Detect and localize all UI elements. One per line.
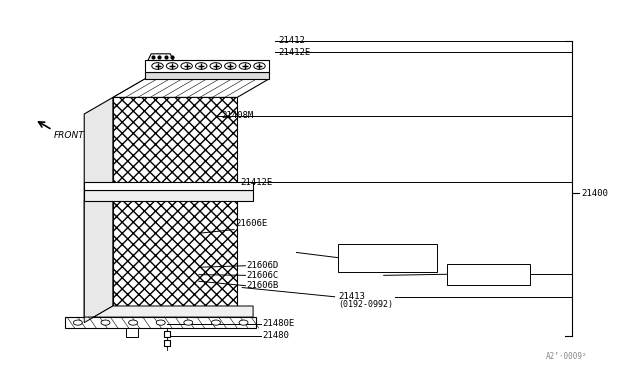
Text: 21606K: 21606K xyxy=(343,247,375,256)
Circle shape xyxy=(166,62,178,69)
Text: 21480: 21480 xyxy=(262,331,289,340)
Circle shape xyxy=(152,62,163,69)
Text: (0192-0992): (0192-0992) xyxy=(343,260,398,269)
Circle shape xyxy=(129,320,138,325)
Text: 21606C: 21606C xyxy=(246,271,279,280)
Polygon shape xyxy=(148,54,173,61)
Text: 21408M: 21408M xyxy=(221,111,253,121)
Circle shape xyxy=(195,62,207,69)
Text: 21412E: 21412E xyxy=(241,178,273,187)
Polygon shape xyxy=(145,61,269,71)
Text: (0192-0992): (0192-0992) xyxy=(338,300,393,309)
Circle shape xyxy=(156,320,165,325)
Text: 21413: 21413 xyxy=(338,292,365,301)
Circle shape xyxy=(181,62,193,69)
Circle shape xyxy=(211,320,220,325)
Text: 21606D: 21606D xyxy=(246,261,279,270)
Text: 21480E: 21480E xyxy=(262,319,295,328)
Polygon shape xyxy=(113,97,237,306)
Text: 21412: 21412 xyxy=(278,36,305,45)
Circle shape xyxy=(253,62,265,69)
Polygon shape xyxy=(125,328,138,337)
Text: A2’·0009²: A2’·0009² xyxy=(546,352,588,361)
Text: 21606E: 21606E xyxy=(236,219,268,228)
Polygon shape xyxy=(84,97,113,323)
Circle shape xyxy=(210,62,221,69)
Text: (0992-    ): (0992- ) xyxy=(452,276,508,285)
Polygon shape xyxy=(84,306,253,323)
Circle shape xyxy=(101,320,110,325)
Text: 21413K: 21413K xyxy=(452,266,484,275)
Circle shape xyxy=(225,62,236,69)
Text: FRONT: FRONT xyxy=(54,131,84,140)
Bar xyxy=(447,263,531,285)
Circle shape xyxy=(239,320,248,325)
Polygon shape xyxy=(113,79,269,97)
Polygon shape xyxy=(84,190,253,201)
Circle shape xyxy=(74,320,83,325)
Circle shape xyxy=(184,320,193,325)
Bar xyxy=(338,244,436,272)
Text: 21606B: 21606B xyxy=(246,281,279,290)
Polygon shape xyxy=(65,317,256,328)
Polygon shape xyxy=(84,186,113,323)
Text: 21412E: 21412E xyxy=(278,48,311,57)
Polygon shape xyxy=(145,71,269,79)
Text: 21400: 21400 xyxy=(581,189,608,198)
Circle shape xyxy=(239,62,251,69)
Polygon shape xyxy=(84,182,253,190)
